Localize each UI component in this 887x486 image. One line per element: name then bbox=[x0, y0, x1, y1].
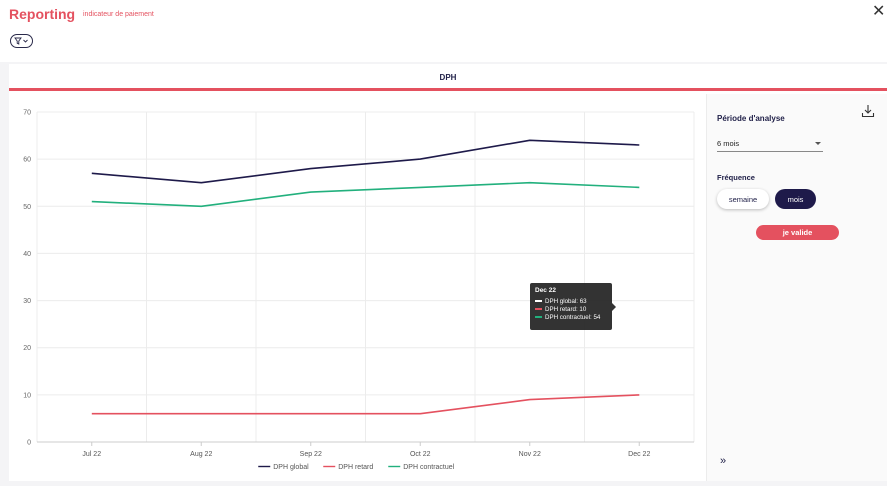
filter-button[interactable] bbox=[10, 34, 33, 48]
tooltip-value-global: DPH global: 63 bbox=[545, 297, 587, 305]
freq-mois-button[interactable]: mois bbox=[775, 189, 816, 209]
periode-label: Période d'analyse bbox=[717, 114, 785, 123]
y-tick-label: 70 bbox=[23, 110, 31, 117]
y-tick-label: 10 bbox=[23, 392, 31, 399]
tooltip-value-contractuel: DPH contractuel: 54 bbox=[545, 313, 601, 321]
periode-value: 6 mois bbox=[717, 139, 740, 148]
x-tick-label: Dec 22 bbox=[628, 451, 650, 458]
series-line-2 bbox=[91, 181, 640, 208]
header: Reporting indicateur de paiement ✕ bbox=[0, 0, 887, 62]
chart-tooltip: Dec 22 DPH global: 63 DPH retard: 10 DPH… bbox=[530, 283, 616, 330]
tooltip-title: Dec 22 bbox=[535, 287, 556, 294]
periode-select[interactable]: 6 mois bbox=[717, 136, 823, 152]
report-card: DPH 0 10 20 30 40 50 60 70 Jul 22 Aug 22 Sep 22 Oct… bbox=[9, 64, 887, 481]
y-tick-label: 30 bbox=[23, 298, 31, 305]
legend-entry-2: DPH contractuel bbox=[403, 464, 454, 471]
validate-button[interactable]: je valide bbox=[756, 225, 839, 240]
x-tick-label: Aug 22 bbox=[190, 451, 212, 458]
y-tick-label: 20 bbox=[23, 345, 31, 352]
series-line-0 bbox=[91, 139, 640, 184]
tooltip-row-global: DPH global: 63 bbox=[535, 297, 607, 305]
filter-icon bbox=[14, 37, 28, 45]
freq-semaine-button[interactable]: semaine bbox=[717, 189, 769, 209]
tooltip-row-contractuel: DPH contractuel: 54 bbox=[535, 313, 607, 321]
settings-panel: Période d'analyse 6 mois Fréquence semai… bbox=[706, 94, 887, 481]
expand-panel-button[interactable]: » bbox=[720, 455, 727, 467]
page-subtitle: indicateur de paiement bbox=[83, 11, 154, 18]
x-tick-label: Jul 22 bbox=[82, 451, 101, 458]
series-line-1 bbox=[91, 394, 640, 415]
legend-entry-0: DPH global bbox=[273, 464, 309, 471]
chart-svg: 0 10 20 30 40 50 60 70 Jul 22 Aug 22 Sep 22 Oct 22 N… bbox=[23, 110, 695, 471]
tooltip-row-retard: DPH retard: 10 bbox=[535, 305, 607, 313]
tooltip-value-retard: DPH retard: 10 bbox=[545, 305, 587, 313]
y-tick-label: 40 bbox=[23, 251, 31, 258]
close-icon[interactable]: ✕ bbox=[872, 3, 886, 20]
chevron-down-icon bbox=[815, 142, 821, 145]
y-tick-label: 0 bbox=[27, 440, 31, 447]
legend-entry-1: DPH retard bbox=[338, 464, 373, 471]
line-chart: 0 10 20 30 40 50 60 70 Jul 22 Aug 22 Sep 22 Oct 22 N… bbox=[9, 94, 706, 481]
y-tick-label: 50 bbox=[23, 204, 31, 211]
brand-title: Reporting bbox=[9, 6, 76, 22]
download-icon[interactable] bbox=[861, 104, 875, 123]
tab-dph[interactable]: DPH bbox=[439, 73, 457, 82]
tab-bar: DPH bbox=[9, 64, 887, 91]
y-tick-label: 60 bbox=[23, 157, 31, 164]
x-tick-label: Oct 22 bbox=[410, 451, 431, 458]
x-tick-label: Sep 22 bbox=[300, 451, 322, 458]
frequence-label: Fréquence bbox=[717, 173, 755, 182]
x-tick-label: Nov 22 bbox=[519, 451, 541, 458]
